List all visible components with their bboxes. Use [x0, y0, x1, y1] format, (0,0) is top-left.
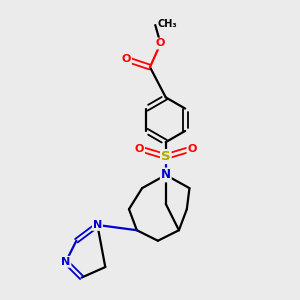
Text: O: O — [156, 38, 165, 49]
Text: N: N — [161, 169, 171, 182]
Text: S: S — [161, 150, 171, 163]
Text: N: N — [61, 257, 70, 267]
Text: O: O — [122, 54, 131, 64]
Text: O: O — [188, 144, 197, 154]
Text: O: O — [135, 144, 144, 154]
Text: N: N — [93, 220, 102, 230]
Text: CH₃: CH₃ — [158, 19, 178, 29]
